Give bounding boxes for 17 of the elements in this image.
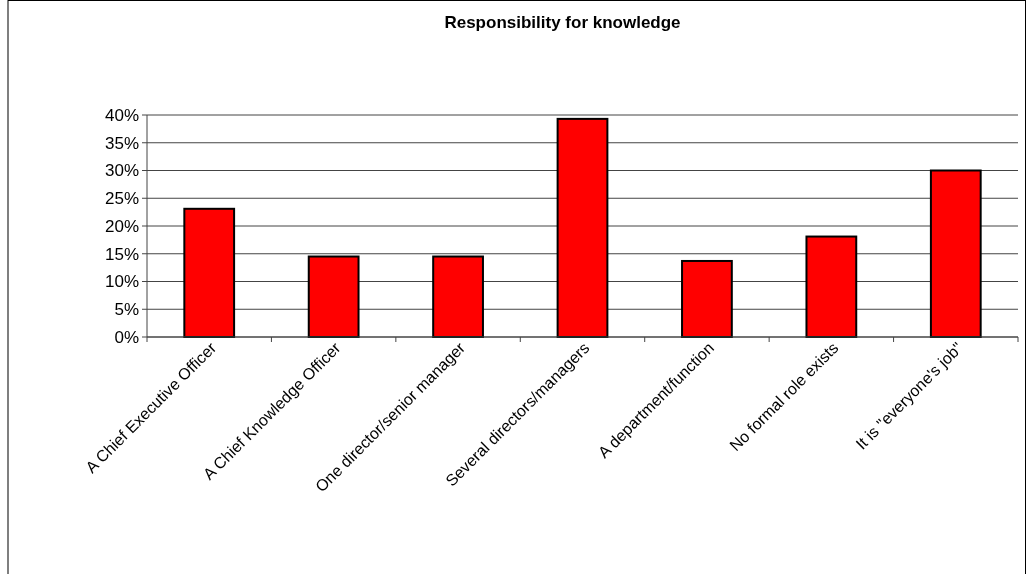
bar <box>929 169 982 338</box>
y-tick-label: 40% <box>104 105 139 125</box>
y-tick-label: 35% <box>104 133 139 153</box>
bar <box>183 207 236 338</box>
bar <box>556 117 609 338</box>
chart-title: Responsibility for knowledge <box>444 13 681 32</box>
bar <box>681 259 733 338</box>
bar <box>432 255 484 338</box>
y-tick-label: 5% <box>114 300 139 320</box>
y-tick-label: 15% <box>104 244 139 264</box>
bar <box>307 255 360 338</box>
bar <box>805 235 858 338</box>
y-tick-label: 0% <box>114 327 139 347</box>
y-tick-label: 25% <box>104 189 139 209</box>
y-tick-label: 20% <box>104 216 139 236</box>
y-tick-label: 30% <box>104 161 139 181</box>
y-tick-label: 10% <box>104 272 139 292</box>
